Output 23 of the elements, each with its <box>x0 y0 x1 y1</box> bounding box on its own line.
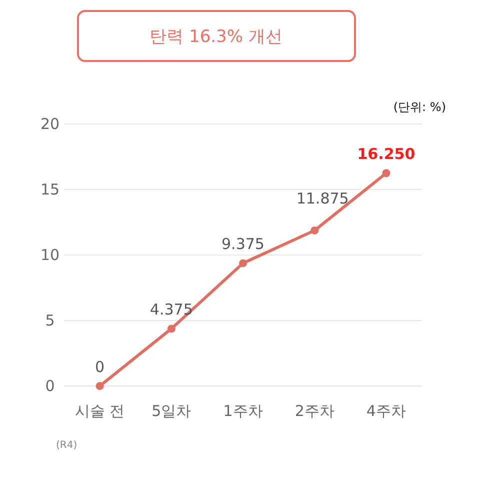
x-tick-label: 2주차 <box>294 402 334 420</box>
x-tick-label: 시술 전 <box>74 402 125 420</box>
text: (단위: %) <box>393 100 446 114</box>
point <box>310 226 319 234</box>
text: (R4) <box>56 440 78 451</box>
point <box>382 169 390 178</box>
x-tick-label: 5일차 <box>152 402 192 420</box>
data-label: 11.875 <box>296 189 349 208</box>
y-tick-label: 0 <box>45 377 55 395</box>
y-tick-label: 5 <box>45 312 55 330</box>
x-tick-label: 4주차 <box>366 402 406 420</box>
point <box>239 259 247 268</box>
point <box>167 324 176 333</box>
y-tick-label: 10 <box>40 246 60 264</box>
data-label: 16.250 <box>357 145 416 164</box>
y-tick-label: 15 <box>40 180 60 198</box>
chart-title: 탄력 16.3% 개선 <box>150 27 282 47</box>
data-label: 0 <box>95 358 105 376</box>
x-tick-label: 1주차 <box>223 402 263 420</box>
data-label: 9.375 <box>222 235 264 254</box>
point <box>96 382 104 390</box>
data-label: 4.375 <box>150 300 193 319</box>
y-tick-label: 20 <box>40 115 60 133</box>
